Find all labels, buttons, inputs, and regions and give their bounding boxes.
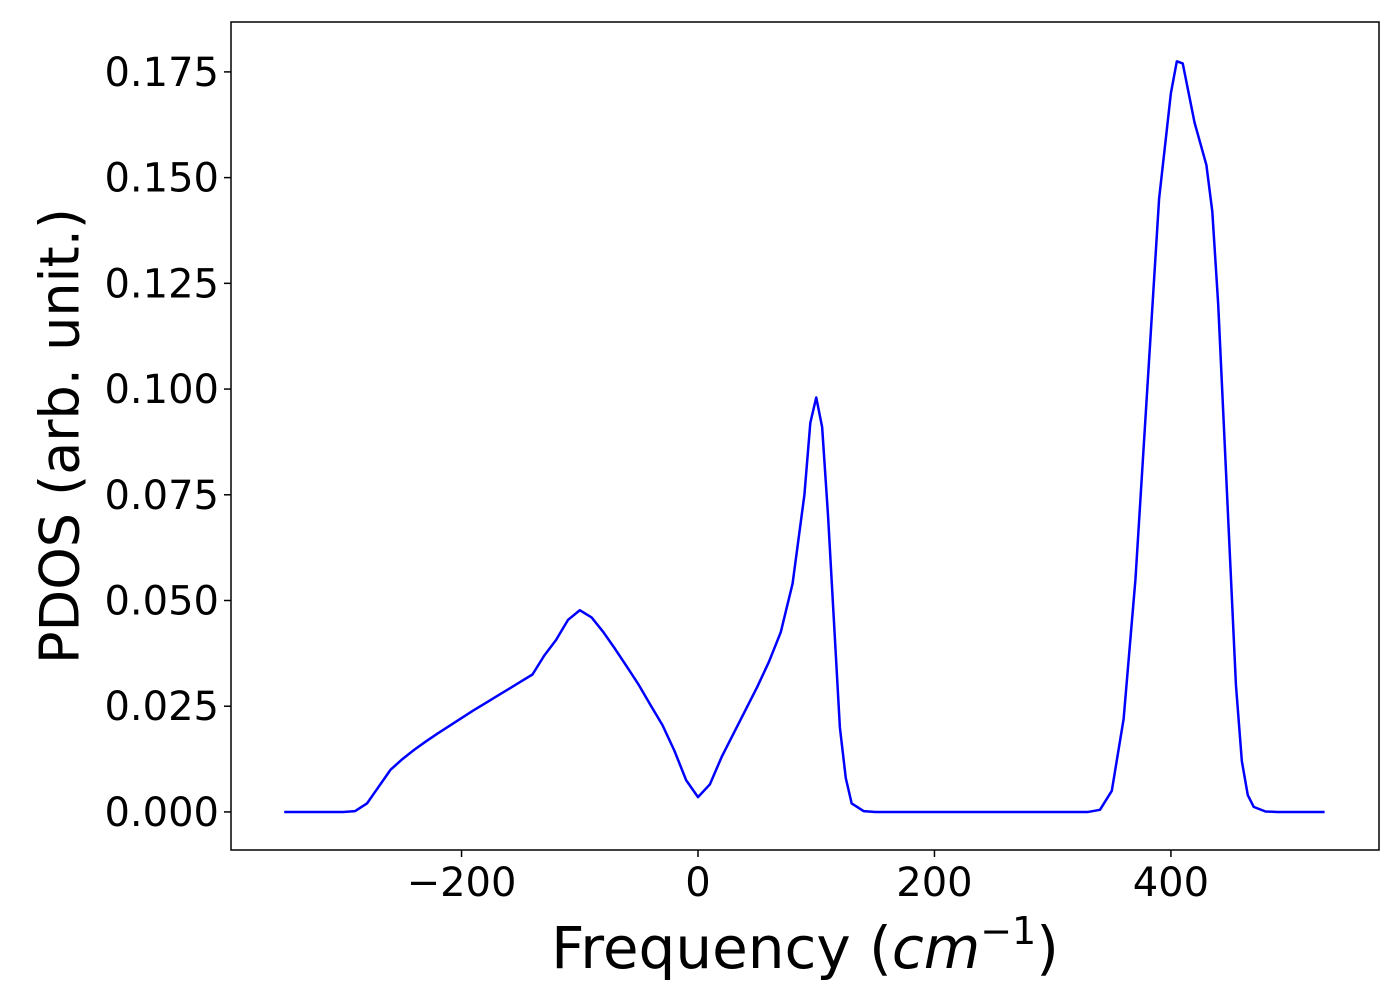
x-axis-label: Frequency (cm−1)	[551, 909, 1059, 982]
x-label-text: Frequency (	[551, 914, 892, 982]
plot-frame	[230, 21, 1380, 851]
x-tick-label: −200	[407, 860, 517, 906]
y-tick-label: 0.150	[104, 156, 219, 202]
y-tick-label: 0.175	[104, 50, 219, 96]
y-tick-label: 0.050	[104, 579, 219, 625]
y-axis-label: PDOS (arb. unit.)	[29, 208, 92, 664]
x-tick-label: 200	[896, 860, 972, 906]
y-tick-label: 0.125	[104, 261, 219, 307]
x-label-math: cm	[892, 914, 980, 982]
x-tick-label: 400	[1133, 860, 1209, 906]
y-tick-label: 0.100	[104, 367, 219, 413]
data-line	[284, 60, 1325, 814]
x-label-end: )	[1036, 914, 1059, 982]
y-tick-label: 0.025	[104, 684, 219, 730]
x-tick-label: 0	[685, 860, 710, 906]
y-tick-label: 0.075	[104, 473, 219, 519]
x-label-sup: −1	[980, 909, 1036, 953]
y-tick-label: 0.000	[104, 790, 219, 836]
